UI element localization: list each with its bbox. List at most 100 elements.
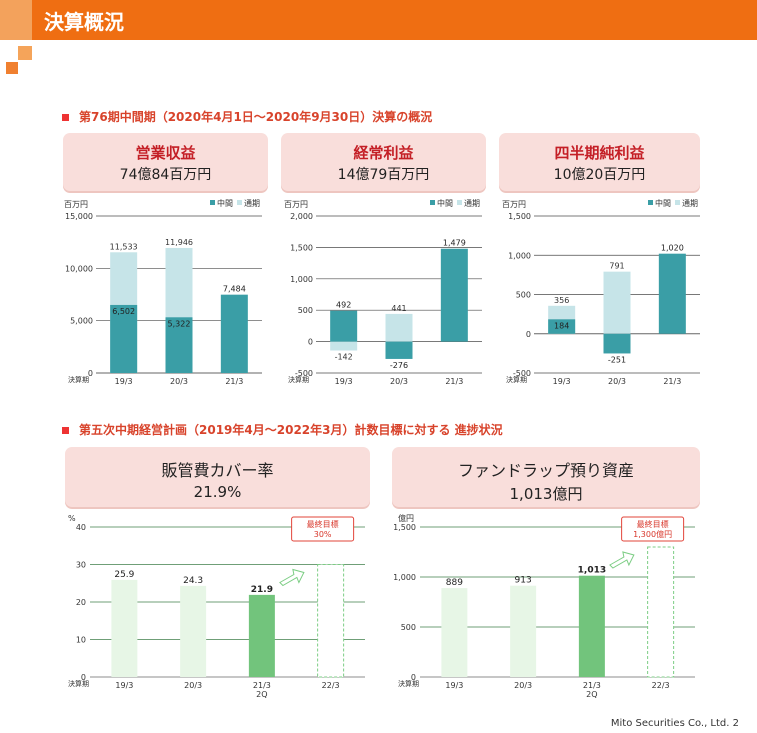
top-banner: 決算概況 — [0, 0, 757, 40]
section-heading-text: 第五次中期経営計画（2019年4月～2022年3月）計数目標に対する 進捗状況 — [79, 423, 503, 437]
y-unit-label: 百万円 — [284, 200, 308, 209]
section-heading-text: 第76期中間期（2020年4月1日～2020年9月30日）決算の概況 — [79, 110, 433, 124]
bar-fullyear — [385, 313, 413, 342]
card-value: 74億84百万円 — [119, 167, 212, 183]
y-tick-label: 30 — [76, 561, 86, 570]
y-tick-label: 5,000 — [70, 317, 93, 326]
y-tick-label: 1,500 — [290, 243, 313, 252]
y-tick-label: -500 — [295, 369, 313, 378]
y-tick-label: 20 — [76, 598, 86, 607]
bar-value — [248, 594, 275, 677]
bar-interim — [165, 317, 193, 373]
y-tick-label: 500 — [401, 623, 416, 632]
card-title: 販管費カバー率 — [161, 461, 274, 480]
y-tick-label: 1,500 — [393, 523, 416, 532]
section-heading-plan: 第五次中期経営計画（2019年4月～2022年3月）計数目標に対する 進捗状況 — [62, 421, 503, 438]
bullet-square-icon — [62, 114, 69, 121]
chart-coverage-ratio: % 0 10 20 30 40 25.9 19/3 24.3 20/3 21.9 21/32Q 22/3… — [68, 514, 365, 699]
x-tick-label: 21/3 — [225, 377, 243, 386]
target-callout-value: 1,300億円 — [633, 529, 672, 539]
bar-value — [510, 585, 537, 677]
section-heading-results: 第76期中間期（2020年4月1日～2020年9月30日）決算の概況 — [62, 108, 432, 125]
data-label: 24.3 — [183, 576, 203, 586]
legend-label: 通期 — [244, 198, 260, 208]
y-tick-label: 1,000 — [290, 275, 313, 284]
data-label-fullyear: 791 — [609, 262, 624, 271]
legend-label: 中間 — [655, 198, 671, 208]
x-axis-label: 決算期 — [68, 679, 89, 688]
chart-net-profit: 百万円 中間 通期 -500 0 500 1,000 1,500 356 184 19/3 791 -2… — [502, 198, 700, 386]
y-tick-label: 1,000 — [393, 573, 416, 582]
data-label-fullyear: 11,946 — [165, 238, 193, 247]
y-tick-label: 0 — [88, 369, 93, 378]
data-label-interim: 1,479 — [443, 239, 466, 248]
data-label-fullyear: -142 — [335, 353, 353, 362]
arrow-up-right-icon — [609, 551, 635, 569]
y-tick-label: 500 — [298, 306, 313, 315]
banner-accent-square — [0, 0, 32, 40]
x-axis-label: 決算期 — [288, 375, 309, 384]
x-tick-label: 21/3 — [583, 681, 601, 690]
y-tick-label: 10 — [76, 636, 86, 645]
bar-interim — [330, 310, 358, 342]
x-tick-label: 19/3 — [335, 377, 353, 386]
data-label: 21.9 — [251, 585, 273, 595]
data-label-interim: 7,484 — [223, 285, 246, 294]
footer-text: Mito Securities Co., Ltd. 2 — [610, 718, 739, 729]
x-tick-label: 21/3 — [445, 377, 463, 386]
x-tick-label: 19/3 — [115, 681, 133, 690]
legend-swatch-interim — [648, 200, 653, 205]
data-label-fullyear: 441 — [391, 304, 406, 313]
card-net-profit: 四半期純利益 10億20百万円 — [499, 133, 700, 191]
bar-value — [441, 588, 468, 677]
bar-value — [578, 575, 605, 677]
bar-value — [180, 585, 207, 677]
x-tick-label: 19/3 — [445, 681, 463, 690]
card-value: 1,013億円 — [509, 485, 583, 503]
legend-label: 通期 — [464, 198, 480, 208]
y-unit-label: % — [68, 514, 76, 523]
data-label-interim: 1,020 — [661, 244, 684, 253]
data-label: 1,013 — [578, 566, 606, 576]
x-tick-label: 20/3 — [390, 377, 408, 386]
x-tick-sublabel: 2Q — [586, 690, 597, 699]
decorative-square — [6, 62, 18, 74]
y-tick-label: 1,500 — [508, 212, 531, 221]
target-callout-title: 最終目標 — [307, 519, 339, 529]
x-tick-label: 21/3 — [253, 681, 271, 690]
x-tick-label: 20/3 — [514, 681, 532, 690]
bar-value — [111, 579, 138, 677]
y-tick-label: 0 — [526, 330, 531, 339]
x-tick-label: 20/3 — [170, 377, 188, 386]
data-label-interim: -251 — [608, 355, 626, 364]
y-tick-label: 40 — [76, 523, 86, 532]
target-callout-box — [621, 516, 685, 542]
card-title: 経常利益 — [353, 144, 414, 162]
y-tick-label: 0 — [308, 338, 313, 347]
legend-swatch-fullyear — [237, 200, 242, 205]
bar-interim — [548, 319, 576, 334]
card-value: 14億79百万円 — [337, 167, 430, 183]
y-tick-label: 0 — [81, 673, 86, 682]
target-callout-title: 最終目標 — [637, 519, 669, 529]
legend-label: 中間 — [217, 198, 233, 208]
legend-swatch-interim — [430, 200, 435, 205]
y-unit-label: 百万円 — [502, 200, 526, 209]
data-label-fullyear: 11,533 — [110, 242, 138, 251]
y-tick-label: 2,000 — [290, 212, 313, 221]
x-tick-label: 20/3 — [184, 681, 202, 690]
x-tick-label: 22/3 — [652, 681, 670, 690]
data-label-interim: -276 — [390, 361, 408, 370]
data-label: 913 — [515, 576, 532, 586]
y-tick-label: 10,000 — [65, 264, 93, 273]
y-unit-label: 百万円 — [64, 200, 88, 209]
card-revenue: 営業収益 74億84百万円 — [63, 133, 268, 191]
x-tick-label: 19/3 — [553, 377, 571, 386]
legend-swatch-fullyear — [675, 200, 680, 205]
data-label-fullyear: 356 — [554, 296, 569, 305]
card-title: 営業収益 — [135, 144, 196, 162]
chart-revenue: 百万円 中間 通期 0 5,000 10,000 15,000 11,533 6,502 19/3… — [64, 198, 262, 386]
bar-interim — [220, 294, 248, 373]
x-axis-label: 決算期 — [68, 375, 89, 384]
chart-ordinary-profit: 百万円 中間 通期 -500 0 500 1,000 1,500 2,000 -142 492 19/… — [284, 198, 482, 386]
